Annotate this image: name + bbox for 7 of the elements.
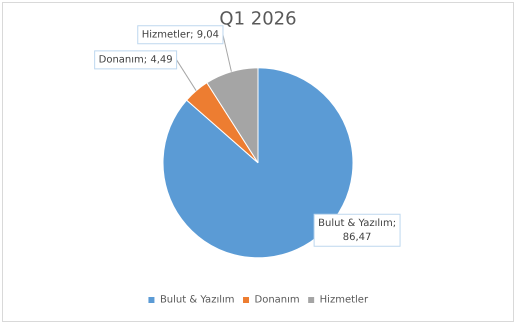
data-label: Bulut & Yazılım; 86,47	[318, 218, 396, 243]
legend-label: Donanım	[254, 294, 300, 306]
legend-label: Hizmetler	[320, 294, 369, 306]
chart-title: Q1 2026	[219, 8, 297, 30]
data-label: Hizmetler; 9,04	[142, 29, 219, 40]
data-label: Donanım; 4,49	[98, 54, 173, 66]
legend-label: Bulut & Yazılım	[160, 294, 235, 306]
